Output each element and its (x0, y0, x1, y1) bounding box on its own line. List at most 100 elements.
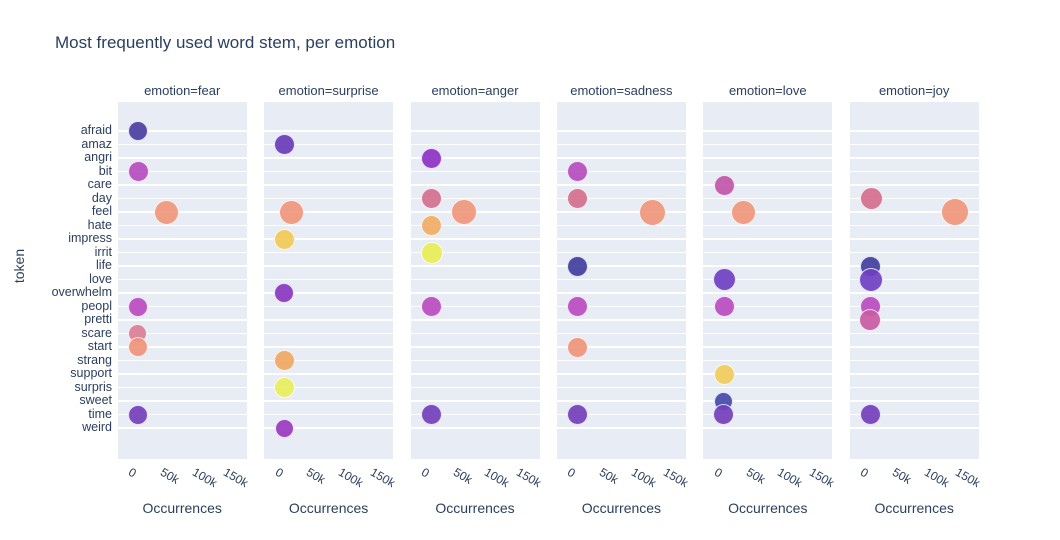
gridline (703, 251, 833, 254)
y-tick-label-peopl: peopl (81, 298, 112, 313)
point-support[interactable] (713, 363, 735, 385)
point-time[interactable] (712, 404, 734, 425)
plot-area-0[interactable] (117, 102, 247, 459)
gridline (556, 427, 686, 429)
x-tick-label: 100k (336, 465, 366, 491)
gridline (556, 238, 686, 240)
point-care[interactable] (713, 174, 735, 196)
point-feel[interactable] (278, 199, 304, 225)
point-feel[interactable] (638, 198, 666, 226)
gridline (410, 197, 540, 200)
plot-area-3[interactable] (556, 102, 686, 459)
gridline (703, 197, 833, 200)
x-tick-label: 100k (482, 465, 512, 491)
point-time[interactable] (128, 404, 149, 425)
point-peopl[interactable] (713, 296, 735, 317)
gridline (410, 265, 540, 267)
gridline (703, 346, 833, 348)
point-time[interactable] (420, 404, 442, 425)
point-peopl[interactable] (420, 296, 442, 317)
plot-area-5[interactable] (849, 102, 979, 459)
point-love[interactable] (859, 267, 884, 292)
plot-area-2[interactable] (410, 102, 540, 459)
gridline (117, 319, 247, 321)
gridline (849, 238, 979, 240)
x-axis-title-1: Occurrences (288, 500, 369, 516)
point-amaz[interactable] (274, 134, 296, 155)
point-time[interactable] (859, 404, 881, 425)
point-angri[interactable] (420, 147, 442, 169)
gridline (849, 305, 979, 308)
gridline (703, 224, 833, 227)
gridline (264, 359, 394, 362)
point-day[interactable] (420, 188, 442, 209)
point-pretti[interactable] (859, 309, 882, 331)
x-tick-label: 0 (858, 465, 871, 481)
gridline (849, 373, 979, 375)
y-tick-label-day: day (91, 190, 112, 205)
gridline (703, 427, 833, 429)
point-impress[interactable] (274, 228, 296, 250)
gridline (849, 359, 979, 362)
gridline (117, 373, 247, 375)
y-tick-label-love: love (89, 271, 112, 286)
gridline (410, 278, 540, 281)
gridline (117, 400, 247, 402)
point-feel[interactable] (153, 199, 179, 225)
gridline (264, 251, 394, 254)
gridline (117, 346, 247, 348)
gridline (703, 238, 833, 240)
gridline (264, 224, 394, 227)
gridline (264, 332, 394, 335)
point-peopl[interactable] (128, 296, 149, 317)
plot-area-1[interactable] (264, 102, 394, 459)
y-tick-label-scare: scare (81, 325, 112, 340)
gridline (264, 157, 394, 159)
point-feel[interactable] (731, 199, 757, 225)
gridline (410, 130, 540, 132)
point-feel[interactable] (940, 198, 969, 226)
point-day[interactable] (860, 187, 884, 210)
point-strang[interactable] (274, 350, 296, 371)
point-time[interactable] (567, 404, 589, 425)
plot-area-4[interactable] (703, 102, 833, 459)
gridline (556, 211, 686, 213)
gridline (117, 224, 247, 227)
x-tick-label: 50k (743, 465, 768, 487)
point-overwhelm[interactable] (274, 283, 295, 303)
point-bit[interactable] (127, 161, 149, 182)
gridline (410, 157, 540, 159)
point-peopl[interactable] (567, 296, 589, 317)
gridline (849, 157, 979, 159)
point-day[interactable] (567, 188, 589, 209)
gridline (264, 386, 394, 389)
point-start[interactable] (128, 337, 149, 357)
gridline (264, 184, 394, 186)
gridline (556, 346, 686, 348)
point-feel[interactable] (450, 199, 477, 225)
gridline (556, 170, 686, 173)
gridline (703, 373, 833, 375)
y-tick-label-feel: feel (91, 204, 112, 218)
gridline (410, 170, 540, 173)
gridline (264, 265, 394, 267)
gridline (849, 224, 979, 227)
point-bit[interactable] (567, 161, 589, 182)
point-surpris[interactable] (274, 377, 296, 398)
point-weird[interactable] (274, 418, 294, 438)
y-tick-label-weird: weird (82, 420, 112, 434)
point-start[interactable] (567, 336, 589, 358)
point-afraid[interactable] (128, 121, 149, 141)
x-tick-label: 150k (221, 465, 251, 491)
point-love[interactable] (713, 268, 737, 291)
gridline (703, 305, 833, 308)
gridline (117, 292, 247, 294)
gridline (849, 197, 979, 200)
point-life[interactable] (567, 255, 589, 277)
point-irrit[interactable] (420, 241, 443, 264)
gridline (849, 413, 979, 416)
gridline (410, 413, 540, 416)
x-tick-label: 0 (272, 465, 286, 481)
gridline (264, 292, 394, 294)
point-hate[interactable] (420, 215, 442, 236)
